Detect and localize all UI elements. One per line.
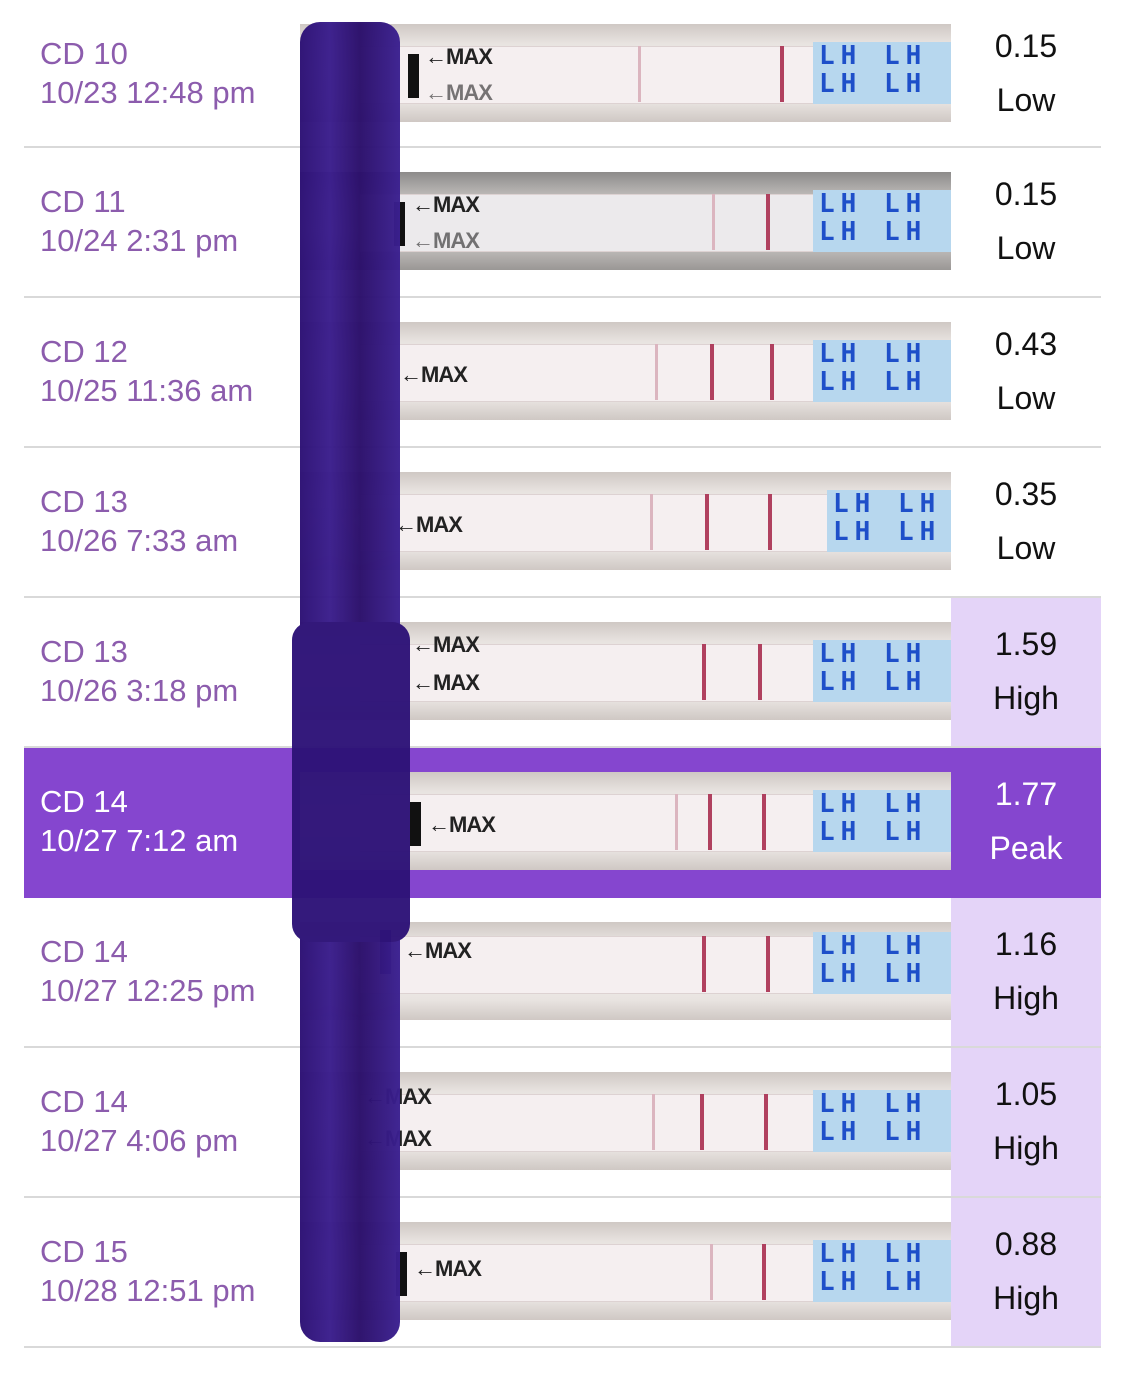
max-label: ←MAX (425, 80, 493, 105)
lh-level: High (993, 680, 1059, 716)
max-label: ←MAX (414, 1256, 482, 1281)
lh-level: High (993, 980, 1059, 1016)
date-time-label: 10/28 12:51 pm (40, 1273, 256, 1308)
max-label: ←MAX (412, 228, 480, 253)
date-time-label: 10/27 7:12 am (40, 823, 239, 858)
lh-result: 1.05 High (951, 1048, 1101, 1196)
test-timestamp: CD 13 10/26 7:33 am (40, 482, 300, 560)
date-time-label: 10/26 7:33 am (40, 523, 239, 558)
lh-value: 0.43 (994, 326, 1058, 362)
max-label: ←MAX (412, 670, 480, 695)
test-timestamp: CD 14 10/27 12:25 pm (40, 932, 300, 1010)
test-timestamp: CD 10 10/23 12:48 pm (40, 34, 300, 112)
date-time-label: 10/25 11:36 am (40, 373, 254, 408)
test-row[interactable]: CD 14 10/27 4:06 pm ←MAX ←MAX LH LH LHLH… (24, 1048, 1101, 1198)
date-time-label: 10/26 3:18 pm (40, 673, 239, 708)
test-row[interactable]: CD 11 10/24 2:31 pm ←MAX ←MAX LH LH LH LH… (24, 148, 1101, 298)
lh-result: 0.88 High (951, 1198, 1101, 1346)
max-label: ←MAX (412, 192, 480, 217)
max-label: ←MAX (395, 512, 463, 537)
cycle-day-label: CD 10 (40, 36, 128, 71)
cycle-day-label: CD 13 (40, 484, 128, 519)
cycle-day-label: CD 15 (40, 1234, 128, 1269)
lh-value: 1.59 (994, 626, 1058, 662)
date-time-label: 10/24 2:31 pm (40, 223, 239, 258)
cycle-day-label: CD 12 (40, 334, 128, 369)
lh-value: 0.35 (994, 476, 1058, 512)
test-list: CD 10 10/23 12:48 pm ←MAX ←MAX LH LH LH L… (24, 0, 1101, 1348)
lh-value: 1.77 (994, 776, 1058, 812)
test-timestamp: CD 14 10/27 7:12 am (40, 782, 300, 860)
test-timestamp: CD 14 10/27 4:06 pm (40, 1082, 300, 1160)
date-time-label: 10/23 12:48 pm (40, 75, 256, 110)
lh-result: 0.43 Low (951, 298, 1101, 446)
lh-level: Low (996, 230, 1056, 266)
lh-level: Low (996, 380, 1056, 416)
test-row[interactable]: CD 13 10/26 3:18 pm ←MAX ←MAX LH LH LH LH… (24, 598, 1101, 748)
max-label: ←MAX (425, 44, 493, 69)
lh-result: 1.59 High (951, 598, 1101, 746)
max-label: ←MAX (404, 938, 472, 963)
cycle-day-label: CD 13 (40, 634, 128, 669)
redaction-scribble (292, 22, 410, 1342)
lh-result: 0.15 Low (951, 148, 1101, 296)
test-timestamp: CD 13 10/26 3:18 pm (40, 632, 300, 710)
lh-level: Low (996, 82, 1056, 118)
date-time-label: 10/27 4:06 pm (40, 1123, 239, 1158)
cycle-day-label: CD 14 (40, 1084, 128, 1119)
lh-value: 1.05 (994, 1076, 1058, 1112)
lh-result: 0.15 Low (951, 0, 1101, 146)
test-timestamp: CD 11 10/24 2:31 pm (40, 182, 300, 260)
lh-level: High (993, 1280, 1059, 1316)
date-time-label: 10/27 12:25 pm (40, 973, 256, 1008)
test-row[interactable]: CD 10 10/23 12:48 pm ←MAX ←MAX LH LH LH L… (24, 0, 1101, 148)
test-timestamp: CD 15 10/28 12:51 pm (40, 1232, 300, 1310)
lh-level: Low (996, 530, 1056, 566)
lh-value: 1.16 (994, 926, 1058, 962)
lh-value: 0.15 (994, 28, 1058, 64)
lh-result: 1.16 High (951, 898, 1101, 1046)
lh-value: 0.88 (994, 1226, 1058, 1262)
lh-result: 0.35 Low (951, 448, 1101, 596)
cycle-day-label: CD 14 (40, 934, 128, 969)
lh-level: Peak (989, 830, 1063, 866)
cycle-day-label: CD 14 (40, 784, 128, 819)
max-label: ←MAX (412, 632, 480, 657)
lh-level: High (993, 1130, 1059, 1166)
lh-result: 1.77 Peak (951, 748, 1101, 896)
test-timestamp: CD 12 10/25 11:36 am (40, 332, 300, 410)
lh-value: 0.15 (994, 176, 1058, 212)
max-label: ←MAX (400, 362, 468, 387)
max-label: ←MAX (428, 812, 496, 837)
cycle-day-label: CD 11 (40, 184, 126, 219)
